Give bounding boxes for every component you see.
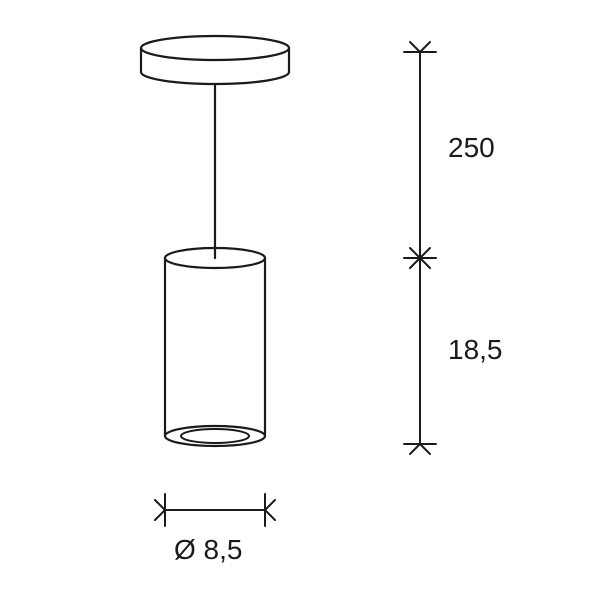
label-body-height: 18,5 [448, 334, 503, 366]
label-diameter: Ø 8,5 [174, 534, 242, 566]
diagram-container: 250 18,5 Ø 8,5 [0, 0, 600, 600]
dimension-drawing [0, 0, 600, 600]
label-drop-length: 250 [448, 132, 495, 164]
